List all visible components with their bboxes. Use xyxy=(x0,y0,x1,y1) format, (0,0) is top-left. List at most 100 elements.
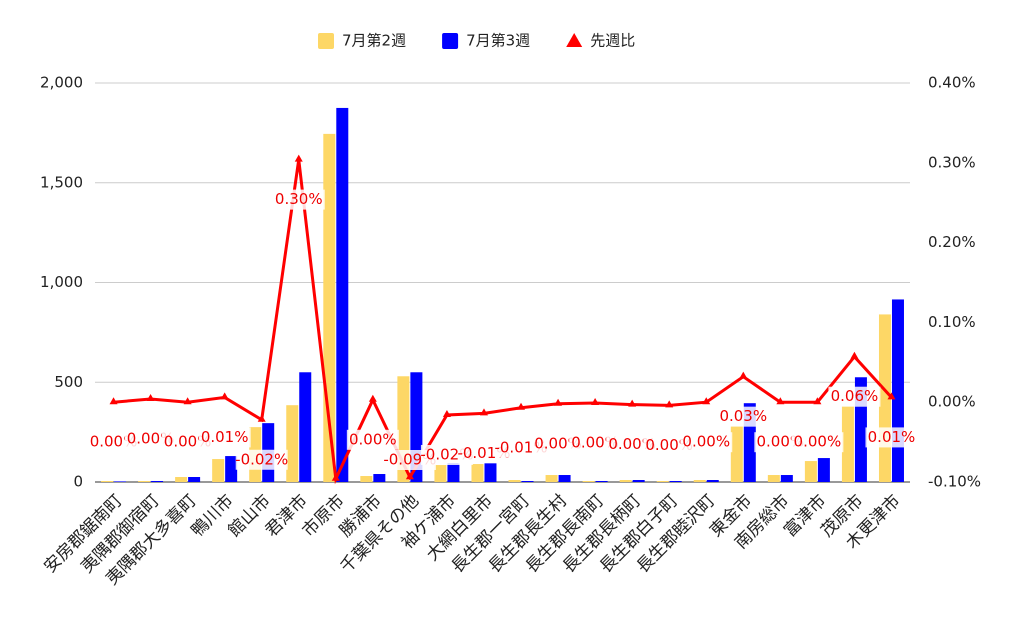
bar xyxy=(447,463,460,482)
y2-tick-label: -0.10% xyxy=(928,473,981,491)
data-label: 0.03% xyxy=(719,407,767,425)
legend-swatch xyxy=(318,33,334,49)
bar xyxy=(521,481,534,482)
point-marker xyxy=(294,154,303,162)
bar xyxy=(817,458,830,482)
bar xyxy=(299,372,312,482)
bar xyxy=(595,481,608,482)
bar xyxy=(558,475,571,482)
point-marker xyxy=(628,399,637,407)
bar xyxy=(669,481,682,482)
bar xyxy=(360,476,373,482)
data-label-bg xyxy=(680,432,733,453)
point-marker xyxy=(776,397,785,405)
bar xyxy=(336,107,349,482)
bar xyxy=(891,299,904,482)
point-marker xyxy=(146,394,155,402)
point-marker xyxy=(220,392,229,400)
data-label-group: 0.01% xyxy=(865,427,918,448)
bar xyxy=(730,426,743,482)
point-marker xyxy=(665,400,674,408)
data-label-bg xyxy=(865,427,918,448)
data-label: 0.01% xyxy=(201,428,249,446)
y-tick-label: 2,000 xyxy=(40,74,83,92)
bar xyxy=(138,481,151,482)
point-marker xyxy=(442,409,451,417)
data-label: 0.06% xyxy=(831,387,879,405)
data-label-bg xyxy=(198,427,251,448)
data-label: 0.00% xyxy=(794,433,842,451)
point-marker xyxy=(554,398,563,406)
point-marker xyxy=(331,473,340,481)
bar xyxy=(434,465,447,482)
bar xyxy=(175,477,188,482)
bar xyxy=(656,481,669,482)
y-tick-label: 500 xyxy=(54,373,83,391)
bar xyxy=(780,475,793,482)
point-marker xyxy=(739,371,748,379)
data-label-group: -0.02% xyxy=(235,449,288,470)
data-label-group: 0.00% xyxy=(680,432,733,453)
point-marker xyxy=(813,397,822,405)
data-label-group: 0.03% xyxy=(717,406,770,427)
legend-swatch xyxy=(442,33,459,49)
point-marker xyxy=(591,397,600,405)
bar xyxy=(471,464,484,482)
data-label-group: 0.06% xyxy=(828,386,881,407)
bar xyxy=(212,459,225,482)
data-label-group: 0.00% xyxy=(346,429,399,450)
bar xyxy=(286,405,299,482)
bar xyxy=(114,481,127,482)
point-marker xyxy=(702,397,711,405)
bar xyxy=(188,477,201,482)
bar xyxy=(706,480,719,482)
y2-tick-label: 0.40% xyxy=(928,74,976,92)
y-tick-label: 0 xyxy=(73,473,83,491)
y2-tick-label: 0.10% xyxy=(928,313,976,331)
bar xyxy=(151,481,164,482)
point-marker xyxy=(405,472,414,480)
data-label-bg xyxy=(717,406,770,427)
data-label-group: 0.00% xyxy=(791,432,844,453)
data-label: 0.00% xyxy=(682,433,730,451)
bar xyxy=(841,406,854,482)
data-label: 0.01% xyxy=(868,428,916,446)
bar xyxy=(582,481,595,482)
data-label-bg xyxy=(828,386,881,407)
point-marker xyxy=(517,402,526,410)
bar xyxy=(225,456,238,482)
point-marker xyxy=(368,394,377,402)
legend-label: 7月第3週 xyxy=(466,32,530,50)
line xyxy=(113,159,893,485)
bar xyxy=(804,461,817,482)
data-label: -0.02% xyxy=(235,450,288,468)
y-tick-label: 1,000 xyxy=(40,273,83,291)
point-marker xyxy=(850,351,859,359)
bar xyxy=(508,480,521,482)
y2-tick-label: 0.20% xyxy=(928,233,976,251)
data-label-group: 0.30% xyxy=(272,189,325,210)
bar xyxy=(484,463,497,482)
point-marker xyxy=(183,397,192,405)
data-label: 0.00% xyxy=(349,430,397,448)
bar xyxy=(373,474,386,482)
legend-swatch xyxy=(566,33,583,47)
bar xyxy=(767,475,780,482)
data-label-bg xyxy=(346,429,399,450)
bar xyxy=(693,480,706,482)
y2-tick-label: 0.00% xyxy=(928,393,976,411)
bar xyxy=(632,480,645,482)
data-label-group: 0.01% xyxy=(198,427,251,448)
bar xyxy=(619,480,632,482)
legend-label: 7月第2週 xyxy=(342,32,406,50)
y2-tick-label: 0.30% xyxy=(928,153,976,171)
legend-label: 先週比 xyxy=(590,32,635,50)
point-marker xyxy=(257,414,266,422)
data-label-bg xyxy=(791,432,844,453)
point-marker xyxy=(109,397,118,405)
data-label-bg xyxy=(235,449,288,470)
bar xyxy=(101,481,114,482)
data-label: 0.30% xyxy=(275,190,323,208)
point-marker xyxy=(887,392,896,400)
